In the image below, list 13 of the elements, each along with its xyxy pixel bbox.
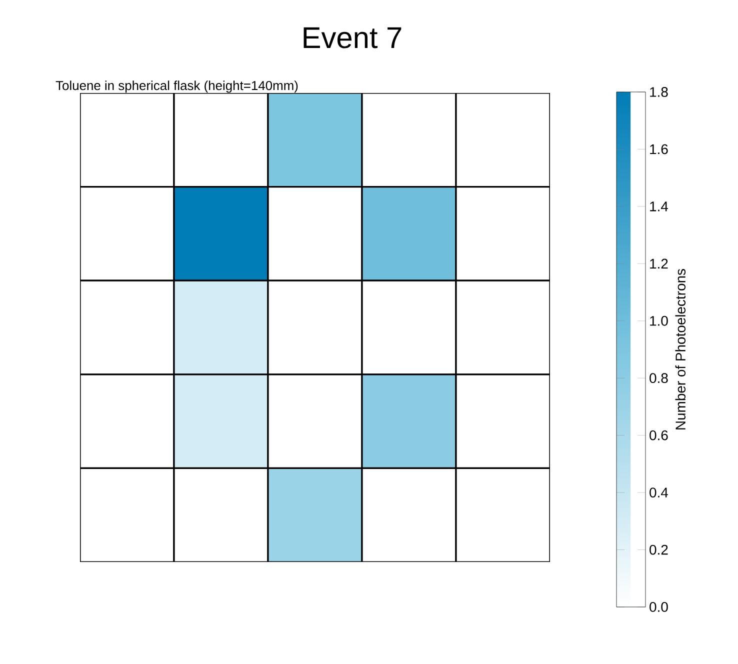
color-bar-label: 0.0 xyxy=(650,602,668,612)
color-bar-label: 1.8 xyxy=(650,87,668,97)
color-bar-label: 1.2 xyxy=(650,258,668,269)
color-bar-label: 1.0 xyxy=(650,316,668,326)
color-bar-label: 0.2 xyxy=(650,544,668,555)
color-bar-label: 1.4 xyxy=(650,202,668,212)
color-bar-label: 1.6 xyxy=(650,144,668,154)
color-bar-label: 0.8 xyxy=(650,373,668,384)
color-bar-title: Number of Photoelectrons xyxy=(675,269,686,430)
chart-title: Event 7 xyxy=(304,27,402,48)
color-bar-label: 0.4 xyxy=(650,488,668,498)
chart-subtitle: Toluene in spherical flask (height=140mm) xyxy=(56,80,298,93)
color-bar-label: 0.6 xyxy=(650,430,668,440)
